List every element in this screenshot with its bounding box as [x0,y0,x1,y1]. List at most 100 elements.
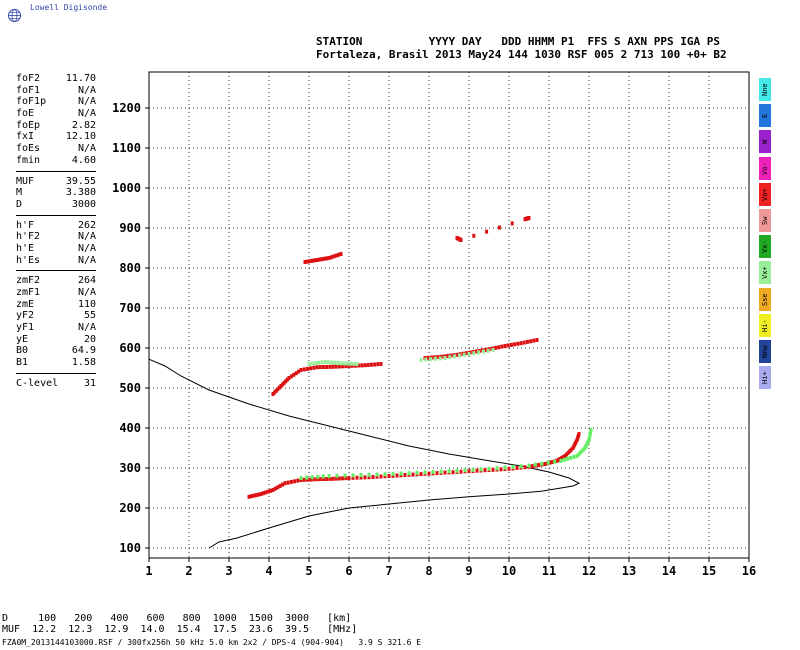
echo-point [375,474,379,479]
param-value: N/A [77,254,96,266]
echo-trace [299,428,593,480]
echo-point [302,367,306,372]
echo-point [509,342,513,347]
param-row: foF2 11.70 [16,73,96,85]
echo-point [540,461,544,466]
param-row: B0 64.9 [16,345,96,357]
echo-point [399,471,403,476]
echo-point [525,339,529,344]
echo-point [337,476,341,481]
echo-point [375,472,379,477]
param-value: 20 [83,333,96,345]
echo-point [331,364,335,369]
echo-point [485,229,489,234]
param-value: 12.10 [65,131,96,143]
echo-point [325,256,329,261]
echo-point [259,492,263,496]
echo-point [359,475,363,480]
x-tick-label: 14 [662,564,676,578]
echo-point [337,364,341,369]
echo-point [317,360,321,365]
echo-point [506,343,510,348]
echo-point [568,449,572,454]
echo-point [491,467,495,472]
echo-point [318,365,322,370]
x-tick-label: 4 [265,564,272,578]
echo-point [284,379,288,384]
echo-point [465,351,469,356]
echo-point [269,488,273,493]
echo-point [315,258,319,262]
echo-point [578,450,582,455]
echo-point [487,466,491,471]
y-tick-label: 500 [119,381,141,395]
echo-point [321,477,325,481]
x-tick-label: 13 [622,564,636,578]
echo-point [332,254,336,259]
echo-point [438,356,442,361]
echo-point [529,339,533,344]
echo-point [292,372,296,377]
param-row: h'F2 N/A [16,231,96,243]
echo-point [305,259,309,264]
echo-point [497,225,501,230]
param-row: D 3000 [16,199,96,211]
echo-point [533,462,537,467]
echo-trace [271,362,383,396]
param-value: 31 [83,377,96,389]
echo-point [507,466,511,471]
echo-point [310,361,314,366]
echo-point [247,494,251,499]
param-row: C-level 31 [16,378,96,390]
echo-point [325,365,329,369]
mode-legend-item: Vx- [759,235,771,259]
echo-point [519,464,523,469]
echo-point [274,388,278,393]
echo-point [335,473,339,478]
y-tick-label: 900 [119,221,141,235]
echo-point [563,454,567,458]
echo-point [326,360,330,365]
param-row: B1 1.58 [16,357,96,369]
y-tick-label: 1200 [112,101,141,115]
echo-point [323,360,327,364]
echo-point [532,338,536,343]
echo-point [565,452,569,457]
param-value: N/A [77,242,96,254]
x-tick-label: 9 [465,564,472,578]
echo-point [467,352,471,356]
echo-point [423,470,427,475]
x-tick-label: 16 [742,564,756,578]
echo-point [553,459,557,464]
param-label: foF1p [16,96,47,108]
echo-point [433,356,437,361]
echo-point [557,457,561,462]
echo-point [303,260,307,264]
param-label: C-level [16,377,59,389]
mode-legend-item: Hi- [759,313,771,337]
echo-point [305,366,309,371]
y-tick-label: 100 [119,541,141,555]
echo-point [477,350,481,355]
echo-point [369,362,373,367]
y-tick-label: 1100 [112,141,141,155]
echo-point [320,257,324,262]
echo-point [387,474,391,478]
echo-point [327,256,331,260]
echo-point [550,460,554,465]
echo-point [546,460,550,465]
param-row: yE 20 [16,334,96,346]
echo-point [455,352,459,357]
trace-layer [247,216,593,499]
echo-point [271,488,275,492]
echo-point [415,470,419,475]
echo-point [503,465,507,470]
param-value: 2.82 [71,119,96,131]
echo-point [337,252,341,257]
echo-point [467,469,471,474]
echo-point [472,233,476,238]
param-value: 262 [77,219,96,231]
echo-point [315,365,319,370]
echo-point [320,360,324,365]
echo-point [581,447,585,452]
